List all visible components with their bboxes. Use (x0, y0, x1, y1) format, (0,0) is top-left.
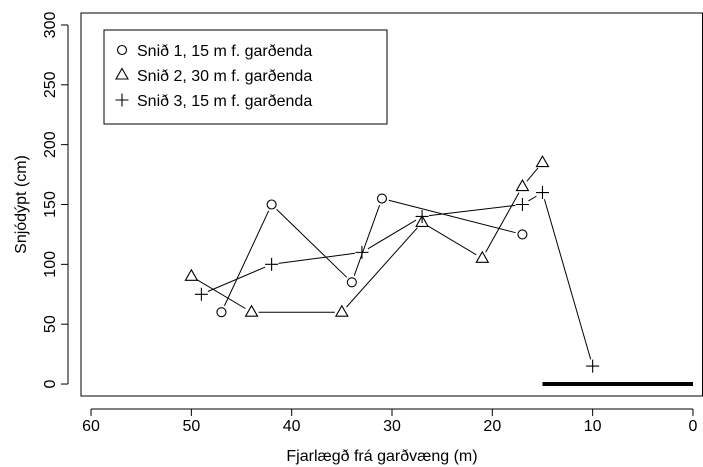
y-tick-label: 100 (42, 251, 59, 278)
data-point (355, 245, 369, 259)
x-axis-title: Fjarlægð frá garðvæng (m) (286, 448, 477, 465)
data-point (475, 250, 490, 263)
series-segment (207, 266, 266, 292)
y-tick-label: 250 (42, 71, 59, 98)
series-segment (276, 209, 348, 278)
series-segment (346, 227, 418, 308)
legend-label-3: Snið 3, 15 m f. garðenda (137, 93, 312, 110)
data-point (515, 198, 529, 211)
x-tick-label: 50 (182, 418, 200, 435)
data-point (415, 209, 429, 223)
series-segment (528, 195, 537, 202)
legend-label-1: Snið 1, 15 m f. garðenda (137, 43, 312, 60)
legend: Snið 1, 15 m f. garðenda Snið 2, 30 m f.… (103, 29, 388, 125)
data-point (586, 359, 600, 373)
data-point (194, 287, 208, 301)
y-tick-label: 300 (42, 12, 59, 39)
legend-triangle-icon (115, 67, 129, 80)
data-point (376, 193, 388, 204)
data-point (535, 155, 550, 168)
data-point (346, 277, 357, 288)
series-segment (485, 192, 520, 253)
legend-box (103, 29, 388, 125)
series-segment (353, 204, 381, 276)
series-2 (184, 155, 550, 317)
series-segment (526, 167, 539, 182)
x-tick-label: 10 (584, 418, 602, 435)
legend-plus-icon (115, 93, 129, 107)
series-1 (216, 193, 528, 318)
data-point (515, 178, 530, 192)
x-tick-label: 0 (689, 418, 698, 435)
data-point (535, 186, 549, 200)
legend-item-1: Snið 1, 15 m f. garðenda (116, 43, 312, 60)
series-segment (543, 199, 592, 360)
x-tick-label: 20 (483, 418, 501, 435)
data-point (517, 229, 528, 240)
y-tick-label: 150 (42, 191, 59, 218)
x-tick-label: 60 (82, 418, 100, 435)
series-segment (367, 219, 417, 250)
data-point (334, 304, 349, 317)
series-segment (278, 252, 356, 264)
y-tick-label: 200 (42, 131, 59, 158)
series-segment (428, 204, 516, 217)
x-tick-label: 30 (383, 418, 401, 435)
data-point (265, 257, 279, 271)
series-segment (223, 210, 270, 307)
legend-item-2: Snið 2, 30 m f. garðenda (115, 67, 312, 85)
y-axis-title: Snjódýpt (cm) (13, 155, 30, 254)
series-segment (388, 199, 516, 234)
series-segment (197, 279, 246, 310)
data-point (184, 268, 199, 281)
x-tick-label: 40 (283, 418, 301, 435)
series-segment (427, 225, 477, 256)
plot-area (184, 155, 693, 387)
legend-circle-icon (116, 44, 128, 56)
y-tick-label: 0 (42, 379, 59, 388)
legend-label-2: Snið 2, 30 m f. garðenda (137, 68, 312, 85)
series-3 (194, 186, 600, 373)
data-point (244, 304, 259, 317)
data-point (266, 199, 277, 210)
legend-item-3: Snið 3, 15 m f. garðenda (115, 93, 312, 110)
data-point (216, 307, 227, 318)
y-tick-label: 50 (42, 315, 59, 333)
